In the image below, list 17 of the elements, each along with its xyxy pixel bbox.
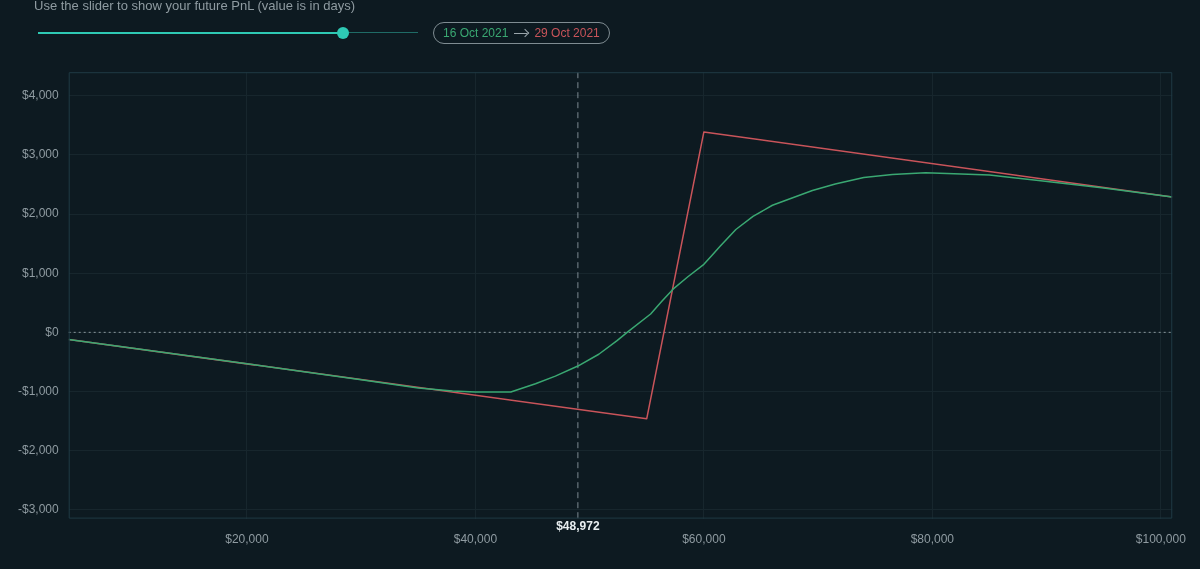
- y-tick-label: $2,000: [22, 206, 60, 221]
- chart-title: Use the slider to show your future PnL (value is in days): [34, 0, 356, 13]
- x-tick-label: $80,000: [910, 532, 955, 547]
- x-tick-label: $40,000: [453, 532, 498, 547]
- y-tick-label: $3,000: [22, 147, 60, 162]
- text: 16 Oct 2021: [443, 26, 509, 40]
- ref-line-label: $48,972: [556, 518, 600, 533]
- y-tick-label: $1,000: [22, 265, 60, 280]
- y-tick-label: $0: [45, 324, 60, 339]
- x-tick-label: $100,000: [1135, 532, 1187, 547]
- y-tick-label: -$1,000: [18, 383, 60, 398]
- x-tick-label: $60,000: [682, 532, 726, 547]
- text: 29 Oct 2021: [534, 26, 600, 40]
- y-tick-label: -$3,000: [18, 502, 60, 517]
- x-tick-label: $20,000: [225, 532, 269, 547]
- y-tick-label: $4,000: [22, 88, 60, 103]
- y-tick-label: -$2,000: [18, 442, 60, 457]
